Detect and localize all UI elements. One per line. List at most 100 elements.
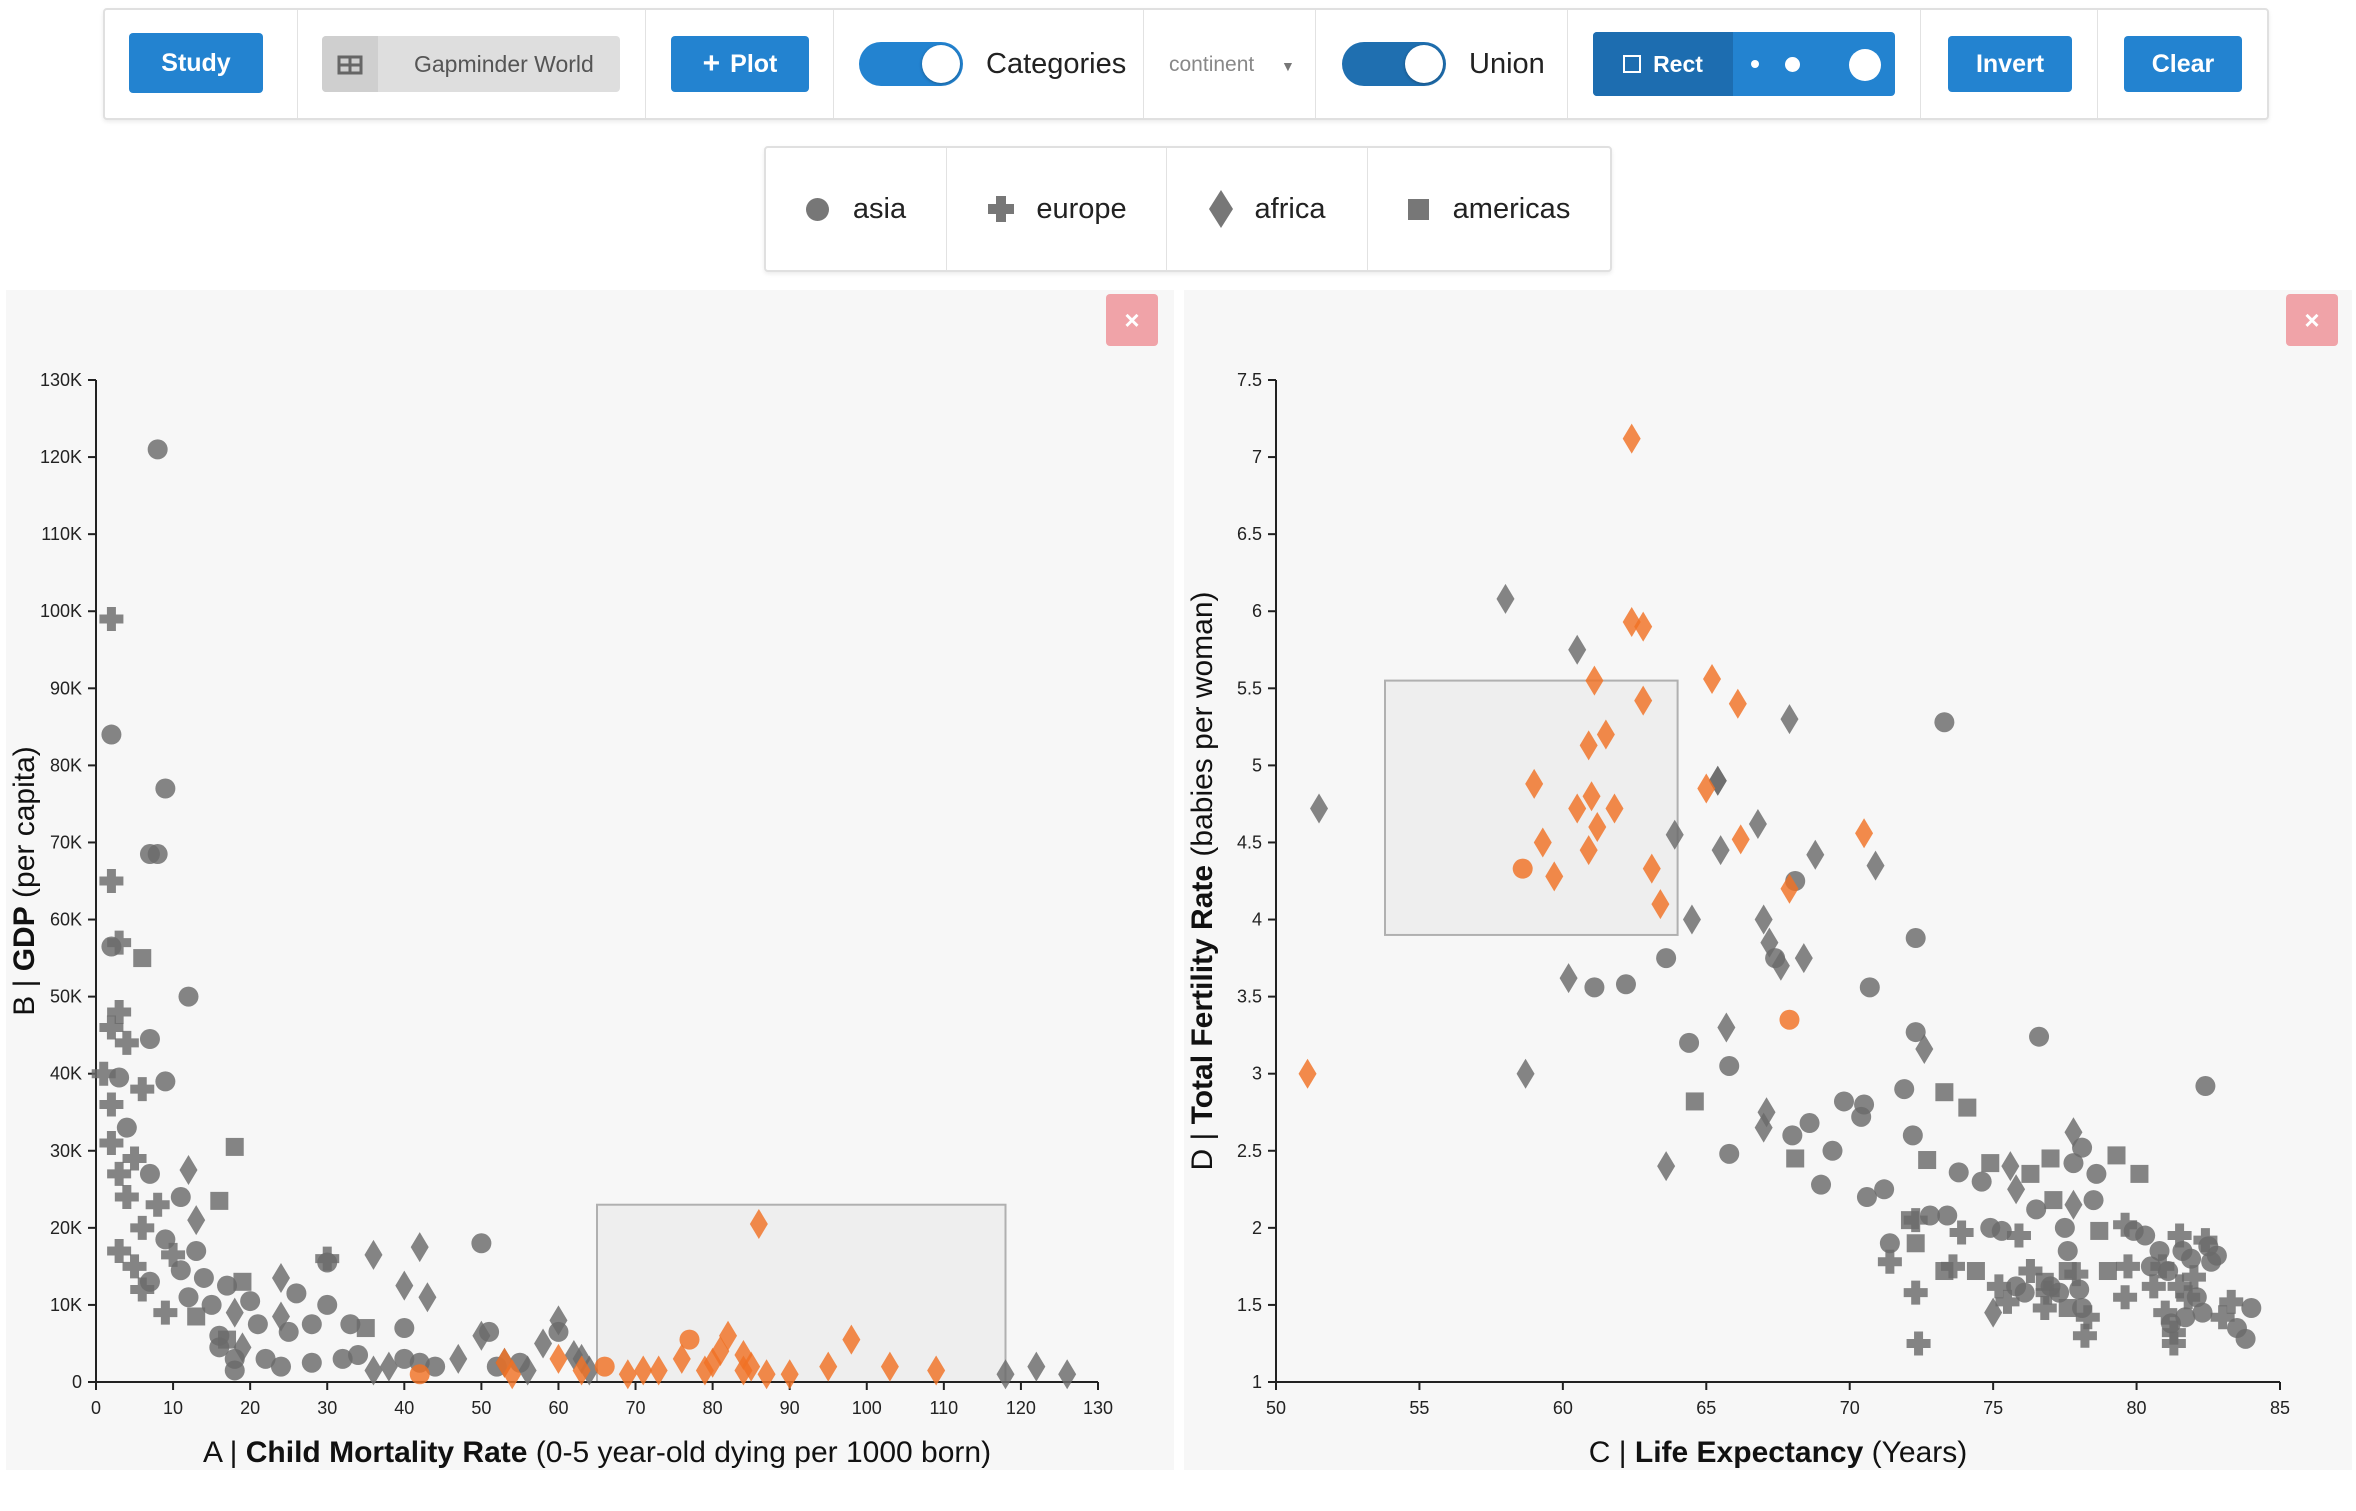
data-point-circle[interactable]: [186, 1240, 207, 1261]
data-point-square[interactable]: [1981, 1154, 2000, 1173]
data-point-circle[interactable]: [1937, 1205, 1958, 1226]
data-point-circle[interactable]: [2192, 1302, 2213, 1323]
plot-button[interactable]: + Plot: [671, 36, 809, 92]
data-point-cross[interactable]: [2141, 1274, 2166, 1299]
data-point-diamond[interactable]: [1806, 839, 1825, 870]
data-point-diamond[interactable]: [1754, 1112, 1773, 1143]
data-point-cross[interactable]: [130, 1215, 155, 1240]
data-point-square[interactable]: [2107, 1146, 2126, 1165]
data-point-cross[interactable]: [1877, 1249, 1902, 1274]
data-point-square[interactable]: [187, 1307, 206, 1326]
data-point-circle[interactable]: [224, 1360, 245, 1381]
data-point-diamond[interactable]: [1657, 1151, 1676, 1182]
data-point-circle[interactable]: [201, 1294, 222, 1315]
data-point-cross[interactable]: [107, 1161, 132, 1186]
data-point-circle[interactable]: [1719, 1143, 1740, 1164]
data-point-square[interactable]: [1935, 1083, 1954, 1102]
data-point-circle[interactable]: [147, 439, 168, 460]
data-point-circle[interactable]: [679, 1329, 700, 1350]
data-point-diamond[interactable]: [572, 1355, 591, 1386]
legend-item-europe[interactable]: europe: [947, 148, 1166, 270]
data-point-diamond[interactable]: [1533, 827, 1552, 858]
data-point-circle[interactable]: [1799, 1113, 1820, 1134]
data-point-diamond[interactable]: [842, 1324, 861, 1355]
data-point-square[interactable]: [356, 1319, 375, 1338]
data-point-diamond[interactable]: [1525, 768, 1544, 799]
data-point-square[interactable]: [1918, 1151, 1937, 1170]
data-point-square[interactable]: [2130, 1164, 2149, 1183]
data-point-cross[interactable]: [2115, 1254, 2140, 1279]
data-point-diamond[interactable]: [395, 1270, 414, 1301]
data-point-cross[interactable]: [2075, 1305, 2100, 1330]
data-point-cross[interactable]: [99, 1131, 124, 1156]
data-point-cross[interactable]: [122, 1254, 147, 1279]
data-point-circle[interactable]: [155, 778, 176, 799]
data-point-cross[interactable]: [2113, 1212, 2138, 1237]
data-point-circle[interactable]: [1879, 1233, 1900, 1254]
data-point-circle[interactable]: [471, 1233, 492, 1254]
brush-size-medium[interactable]: [1785, 57, 1800, 72]
data-point-cross[interactable]: [161, 1242, 186, 1267]
data-point-diamond[interactable]: [1794, 943, 1813, 974]
data-point-diamond[interactable]: [1771, 950, 1790, 981]
data-point-square[interactable]: [2090, 1221, 2109, 1240]
data-point-circle[interactable]: [1615, 974, 1636, 995]
data-point-circle[interactable]: [1874, 1179, 1895, 1200]
data-point-circle[interactable]: [1905, 928, 1926, 949]
data-point-diamond[interactable]: [742, 1351, 761, 1382]
data-point-diamond[interactable]: [1622, 423, 1641, 454]
data-point-circle[interactable]: [1719, 1055, 1740, 1076]
data-point-circle[interactable]: [1859, 977, 1880, 998]
scatter-plot-right[interactable]: 50 55 60 65 70 75 80 85 1 1.5 2 2.5 3 3.5 4 4.5 5 5.5 6 6.5…: [1184, 290, 2352, 1470]
brush-size-small[interactable]: [1751, 60, 1759, 68]
data-point-diamond[interactable]: [1915, 1034, 1934, 1065]
data-point-square[interactable]: [133, 949, 152, 968]
data-point-cross[interactable]: [1906, 1331, 1931, 1356]
data-point-square[interactable]: [225, 1137, 244, 1156]
data-point-cross[interactable]: [2167, 1223, 2192, 1248]
data-point-diamond[interactable]: [518, 1355, 537, 1386]
data-point-circle[interactable]: [2049, 1282, 2070, 1303]
data-point-square[interactable]: [210, 1191, 229, 1210]
data-point-diamond[interactable]: [880, 1351, 899, 1382]
data-point-diamond[interactable]: [1516, 1058, 1535, 1089]
data-point-circle[interactable]: [1811, 1174, 1832, 1195]
data-point-diamond[interactable]: [2007, 1174, 2026, 1205]
data-point-diamond[interactable]: [672, 1343, 691, 1374]
data-point-circle[interactable]: [139, 1163, 160, 1184]
data-point-circle[interactable]: [109, 1067, 130, 1088]
data-point-diamond[interactable]: [1579, 730, 1598, 761]
data-point-diamond[interactable]: [364, 1239, 383, 1270]
data-point-diamond[interactable]: [549, 1343, 568, 1374]
data-point-diamond[interactable]: [618, 1359, 637, 1390]
data-point-cross[interactable]: [2210, 1305, 2235, 1330]
study-button[interactable]: Study: [129, 33, 263, 93]
data-point-diamond[interactable]: [2064, 1117, 2083, 1148]
data-point-diamond[interactable]: [1568, 793, 1587, 824]
data-point-circle[interactable]: [2014, 1282, 2035, 1303]
data-point-square[interactable]: [2041, 1149, 2060, 1168]
data-point-diamond[interactable]: [1545, 861, 1564, 892]
data-point-diamond[interactable]: [749, 1208, 768, 1239]
data-point-circle[interactable]: [1656, 948, 1677, 969]
data-point-circle[interactable]: [278, 1321, 299, 1342]
data-point-square[interactable]: [1958, 1098, 1977, 1117]
data-point-cross[interactable]: [1995, 1289, 2020, 1314]
data-point-cross[interactable]: [1903, 1280, 1928, 1305]
data-point-diamond[interactable]: [1665, 819, 1684, 850]
data-point-diamond[interactable]: [1310, 793, 1329, 824]
data-point-diamond[interactable]: [1728, 688, 1747, 719]
data-point-circle[interactable]: [2135, 1225, 2156, 1246]
data-point-cross[interactable]: [315, 1246, 340, 1271]
data-point-circle[interactable]: [1971, 1171, 1992, 1192]
data-point-diamond[interactable]: [1596, 719, 1615, 750]
data-point-circle[interactable]: [1948, 1162, 1969, 1183]
data-point-circle[interactable]: [178, 986, 199, 1007]
data-point-diamond[interactable]: [1780, 873, 1799, 904]
data-point-circle[interactable]: [2026, 1199, 2047, 1220]
data-point-cross[interactable]: [107, 1238, 132, 1263]
data-point-circle[interactable]: [2235, 1328, 2256, 1349]
data-point-circle[interactable]: [317, 1294, 338, 1315]
data-point-circle[interactable]: [2181, 1248, 2202, 1269]
data-point-circle[interactable]: [1905, 1022, 1926, 1043]
